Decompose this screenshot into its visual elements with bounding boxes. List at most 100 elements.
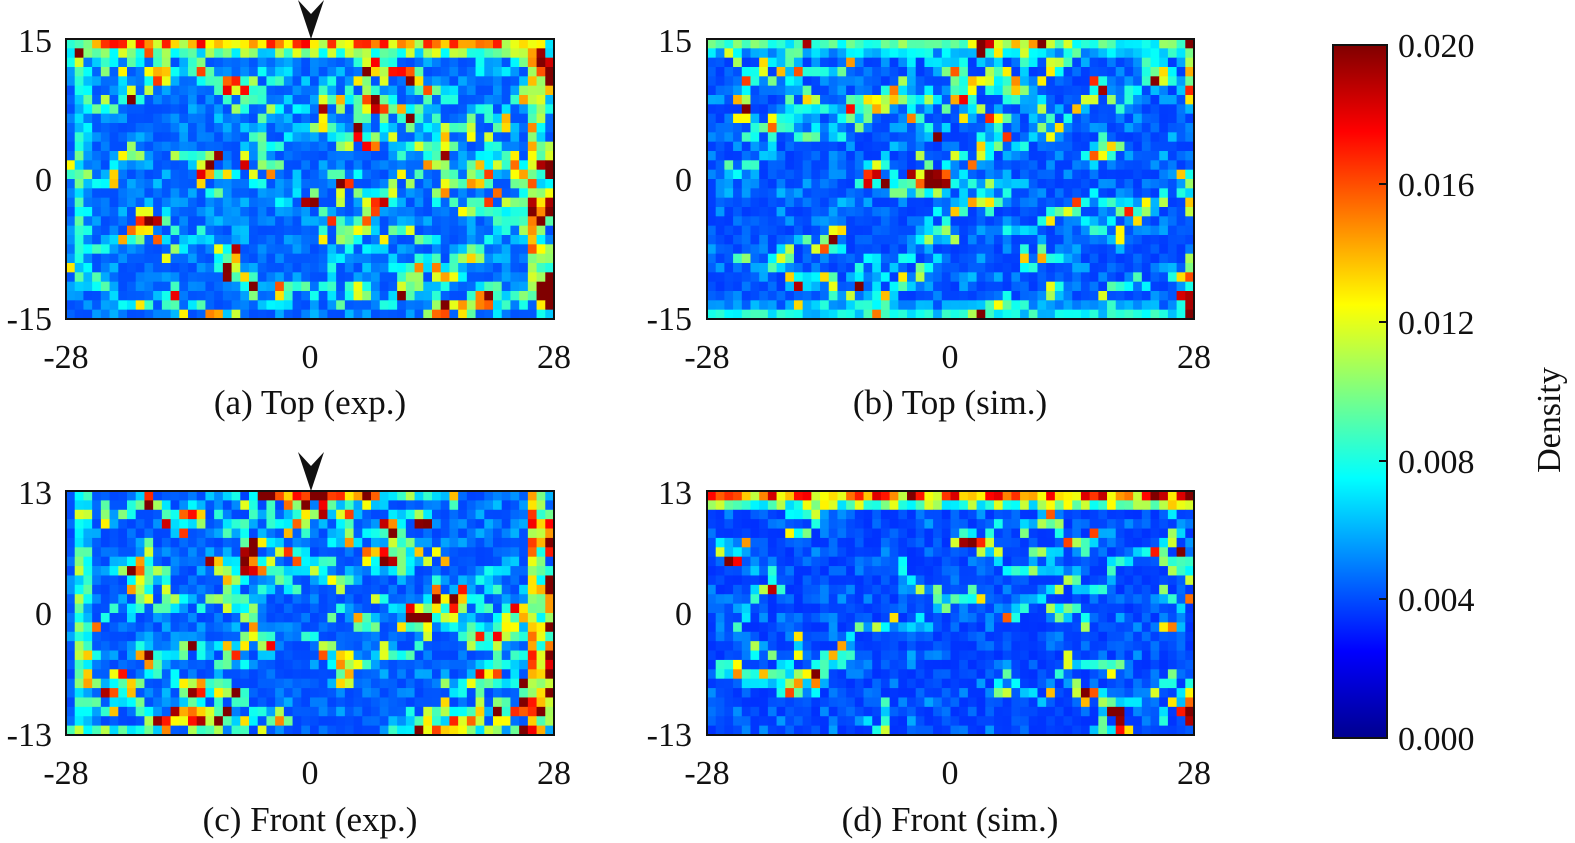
heatmap-cell xyxy=(188,566,198,576)
heatmap-cell xyxy=(336,113,346,124)
heatmap-cell xyxy=(205,235,215,245)
heatmap-cell xyxy=(449,594,459,605)
heatmap-cell xyxy=(371,272,381,283)
heatmap-cell xyxy=(222,225,232,236)
heatmap-cell xyxy=(759,104,769,115)
heatmap-cell xyxy=(379,547,389,558)
heatmap-cell xyxy=(100,76,110,87)
heatmap-cell xyxy=(310,244,320,255)
heatmap-cell xyxy=(985,85,995,96)
heatmap-cell xyxy=(493,104,503,115)
heatmap-cell xyxy=(292,650,302,661)
heatmap-cell xyxy=(188,67,198,77)
heatmap-cell xyxy=(759,207,769,217)
heatmap-cell xyxy=(741,141,751,152)
heatmap-cell xyxy=(240,272,250,283)
heatmap-cell xyxy=(292,566,302,576)
heatmap-cell xyxy=(707,263,717,273)
heatmap-cell xyxy=(440,631,450,642)
heatmap-cell xyxy=(214,697,224,708)
heatmap-cell xyxy=(179,188,189,199)
heatmap-cell xyxy=(231,716,241,727)
heatmap-cell xyxy=(1185,48,1195,59)
heatmap-cell xyxy=(1089,151,1099,161)
heatmap-cell xyxy=(432,678,442,689)
heatmap-cell xyxy=(880,113,891,124)
heatmap-cell xyxy=(432,622,442,633)
heatmap-cell xyxy=(257,235,267,245)
heatmap-cell xyxy=(750,76,760,87)
heatmap-cell xyxy=(397,659,407,670)
heatmap-cell xyxy=(144,594,154,605)
heatmap-cell xyxy=(1176,291,1186,301)
heatmap-cell xyxy=(179,123,189,133)
heatmap-cell xyxy=(127,169,137,180)
heatmap-cell xyxy=(811,151,821,161)
heatmap-cell xyxy=(880,179,891,189)
heatmap-cell xyxy=(475,39,485,49)
heatmap-cell xyxy=(527,669,537,680)
heatmap-cell xyxy=(793,235,804,245)
heatmap-cell xyxy=(432,216,442,227)
heatmap-cell xyxy=(292,556,302,567)
heatmap-cell xyxy=(959,197,969,208)
heatmap-cell xyxy=(405,309,415,320)
heatmap-cell xyxy=(793,491,804,501)
heatmap-cell xyxy=(144,500,154,511)
heatmap-cell xyxy=(283,622,293,633)
heatmap-cell xyxy=(144,188,154,199)
heatmap-cell xyxy=(1141,104,1151,115)
heatmap-cell xyxy=(863,104,873,115)
heatmap-cell xyxy=(811,263,821,273)
heatmap-cell xyxy=(536,716,546,727)
heatmap-cell xyxy=(388,500,398,511)
heatmap-cell xyxy=(275,160,285,171)
heatmap-cell xyxy=(993,141,1004,152)
heatmap-cell xyxy=(249,169,259,180)
heatmap-cell xyxy=(283,95,293,105)
heatmap-cell xyxy=(336,85,346,96)
heatmap-cell xyxy=(924,39,934,49)
heatmap-cell xyxy=(161,272,171,283)
heatmap-cell xyxy=(1124,141,1134,152)
heatmap-cell xyxy=(872,491,882,501)
heatmap-cell xyxy=(449,272,459,283)
heatmap-cell xyxy=(388,575,398,586)
heatmap-cell xyxy=(109,309,119,320)
heatmap-cell xyxy=(353,188,363,199)
heatmap-cell xyxy=(1133,57,1143,68)
heatmap-cell xyxy=(214,641,224,651)
heatmap-cell xyxy=(257,85,267,96)
heatmap-cell xyxy=(388,584,398,595)
heatmap-cell xyxy=(846,76,856,87)
heatmap-cell xyxy=(1063,188,1073,199)
heatmap-cell xyxy=(863,197,873,208)
heatmap-cell xyxy=(863,169,873,180)
heatmap-cell xyxy=(707,235,717,245)
heatmap-cell xyxy=(933,141,943,152)
heatmap-cell xyxy=(362,669,372,680)
heatmap-cell xyxy=(501,160,511,171)
ytick-b-mid: 0 xyxy=(675,162,692,199)
heatmap-cell xyxy=(933,85,943,96)
heatmap-a-cells xyxy=(66,39,555,320)
heatmap-cell xyxy=(466,528,476,539)
heatmap-cell xyxy=(828,509,838,520)
heatmap-cell xyxy=(1080,197,1091,208)
heatmap-cell xyxy=(310,575,320,586)
heatmap-cell xyxy=(283,281,293,292)
heatmap-cell xyxy=(283,160,293,171)
heatmap-cell xyxy=(1037,160,1047,171)
heatmap-cell xyxy=(301,272,311,283)
heatmap-cell xyxy=(811,48,821,59)
heatmap-cell xyxy=(545,678,555,689)
heatmap-cell xyxy=(283,244,293,255)
heatmap-cell xyxy=(933,113,943,124)
heatmap-cell xyxy=(127,575,137,586)
heatmap-cell xyxy=(889,160,899,171)
heatmap-cell xyxy=(414,281,424,292)
heatmap-cell xyxy=(275,281,285,292)
heatmap-cell xyxy=(976,197,986,208)
heatmap-cell xyxy=(854,225,864,236)
heatmap-cell xyxy=(458,641,468,651)
